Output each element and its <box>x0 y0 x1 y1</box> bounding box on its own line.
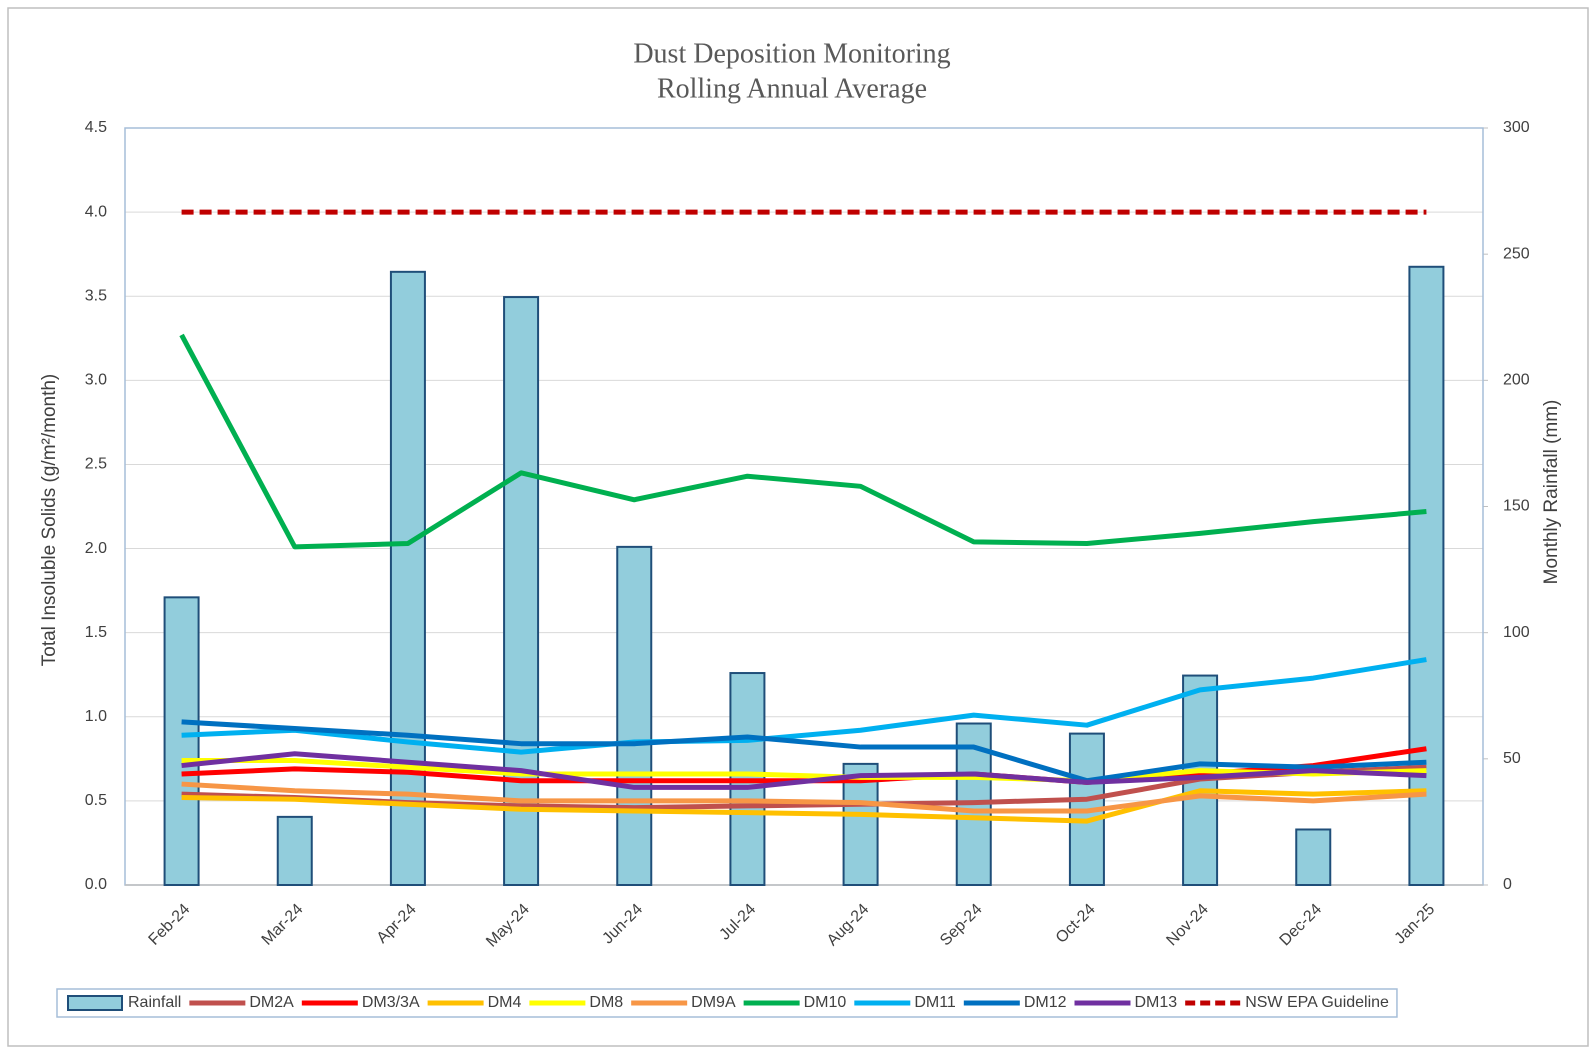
legend-label: NSW EPA Guideline <box>1245 994 1389 1011</box>
bar <box>616 545 653 887</box>
legend-label: DM2A <box>249 994 294 1011</box>
y-tick-label: 2.0 <box>85 540 107 557</box>
y-tick-label: 1.0 <box>85 708 107 725</box>
legend-label: DM3/3A <box>362 994 420 1011</box>
y-tick-label: 2.5 <box>85 456 107 473</box>
legend-label: DM11 <box>914 994 956 1011</box>
y-tick-label: 0.5 <box>85 792 107 809</box>
line <box>181 781 1427 814</box>
legend-label: Rainfall <box>128 994 181 1011</box>
bar <box>276 815 313 886</box>
y2-tick-label: 300 <box>1503 119 1530 136</box>
legend-label: DM4 <box>488 994 522 1011</box>
bar <box>389 270 426 886</box>
y-tick-label: 1.5 <box>85 624 107 641</box>
y-tick-label: 3.0 <box>85 372 107 389</box>
bar <box>1295 828 1332 887</box>
line <box>181 657 1427 755</box>
y-axis-title: Total Insoluble Solids (g/m²/month) <box>39 374 60 667</box>
legend-frame <box>56 988 1398 1018</box>
y2-tick-label: 150 <box>1503 498 1530 515</box>
y2-tick-label: 250 <box>1503 245 1530 262</box>
chart-frame <box>7 7 1589 1047</box>
bar <box>1408 265 1445 886</box>
y-tick-label: 4.0 <box>85 203 107 220</box>
legend-label: DM12 <box>1024 994 1067 1011</box>
y2-axis-title: Monthly Rainfall (mm) <box>1541 400 1562 585</box>
line <box>181 719 1427 784</box>
y-tick-label: 0.0 <box>85 876 107 893</box>
legend-label: DM8 <box>589 994 623 1011</box>
y2-tick-label: 50 <box>1503 750 1521 767</box>
y2-tick-label: 100 <box>1503 624 1530 641</box>
line <box>181 751 1427 790</box>
chart-subtitle: Rolling Annual Average <box>657 73 927 104</box>
chart-title: Dust Deposition Monitoring <box>633 38 950 69</box>
y2-tick-label: 200 <box>1503 372 1530 389</box>
legend: Rainfall DM2A DM3/3A DM4 DM8 DM9A DM10 DM11 DM12… <box>56 988 1398 1018</box>
legend-label: DM13 <box>1135 994 1178 1011</box>
y2-tick-label: 0 <box>1503 876 1512 893</box>
bar <box>842 762 879 887</box>
legend-label: DM9A <box>691 994 736 1011</box>
y-tick-label: 4.5 <box>85 119 107 136</box>
legend-label: DM10 <box>804 994 847 1011</box>
legend-swatch <box>67 995 123 1011</box>
y-tick-label: 3.5 <box>85 287 107 304</box>
line <box>179 333 1427 550</box>
bar <box>163 596 200 887</box>
line <box>181 788 1427 824</box>
line <box>181 758 1427 784</box>
bar <box>503 296 540 886</box>
